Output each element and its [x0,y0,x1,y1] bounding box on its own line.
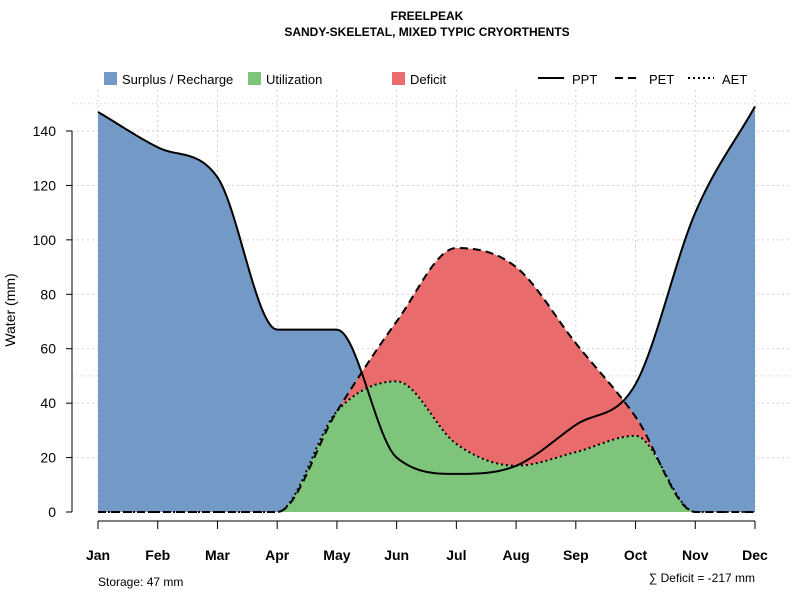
legend: Surplus / Recharge Utilization Deficit PPT P… [104,72,747,87]
series-line-ppt [97,106,756,475]
legend-label: AET [722,72,747,87]
x-tick-label: Sep [563,547,589,563]
legend-label: Surplus / Recharge [122,72,233,87]
legend-swatch [104,72,117,85]
utilization-area [280,381,693,512]
x-tick-label: Feb [145,547,170,563]
surplus-area [623,106,755,512]
y-tick-label: 20 [40,450,56,466]
chart-title: FREELPEAK [391,9,464,23]
x-tick-label: Apr [265,547,290,563]
x-tick-label: Aug [502,547,529,563]
x-tick-label: Nov [682,547,709,563]
x-tick-label: Oct [624,547,648,563]
x-tick-label: Dec [742,547,768,563]
legend-swatch [392,72,405,85]
deficit-area [339,248,654,466]
storage-annotation: Storage: 47 mm [98,575,183,589]
y-tick-label: 80 [40,286,56,302]
legend-label: Utilization [266,72,322,87]
x-tick-label: Jan [86,547,110,563]
x-tick-label: Jun [384,547,409,563]
series-line-aet [98,380,755,513]
series-lines [97,106,756,513]
surplus-area [98,111,361,512]
y-axis-label: Water (mm) [2,273,18,346]
chart-subtitle: SANDY-SKELETAL, MIXED TYPIC CRYORTHENTS [284,25,569,39]
x-tick-label: Jul [446,547,466,563]
y-tick-label: 140 [33,123,57,139]
legend-label: PPT [572,72,597,87]
y-tick-label: 60 [40,341,56,357]
legend-label: PET [649,72,674,87]
x-tick-label: Mar [205,547,230,563]
deficit-annotation: ∑ Deficit = -217 mm [649,571,755,585]
legend-swatch [248,72,261,85]
x-tick-label: May [323,547,350,563]
y-tick-label: 100 [33,232,57,248]
area-fills [98,106,755,512]
legend-label: Deficit [410,72,447,87]
y-tick-label: 40 [40,395,56,411]
series-line-pet [98,247,755,513]
y-tick-label: 120 [33,177,57,193]
y-tick-label: 0 [48,504,56,520]
axes: 0 20 40 60 80 100 120 140 Jan Feb Mar Apr May Jun Jul A… [33,123,768,563]
